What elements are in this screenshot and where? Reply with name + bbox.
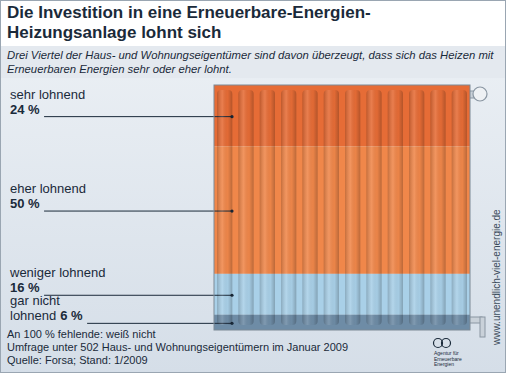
rib xyxy=(324,90,339,325)
logo-mark xyxy=(442,339,451,348)
radiator-ribs xyxy=(217,90,467,325)
note: Umfrage unter 502 Haus- und Wohnungseige… xyxy=(7,341,348,353)
pipe xyxy=(480,317,485,337)
rib xyxy=(430,90,445,325)
logo-text: Energien xyxy=(434,361,454,367)
header-band xyxy=(0,0,506,46)
category-label: sehr lohnend xyxy=(10,87,85,102)
data-label: 6 % xyxy=(60,308,83,323)
rib xyxy=(452,90,467,325)
rib xyxy=(238,90,253,325)
category-label: eher lohnend xyxy=(10,181,86,196)
rib xyxy=(217,90,232,325)
leader-line xyxy=(87,323,232,324)
note: An 100 % fehlende: weiß nicht xyxy=(7,328,156,340)
subtitle: Drei Viertel der Haus- und Wohnungseigen… xyxy=(7,49,494,75)
title: Die Investition in eine Erneuerbare-Ener… xyxy=(7,3,371,42)
category-label: gar nichtlohnend xyxy=(10,293,60,323)
valve xyxy=(473,87,487,101)
rib xyxy=(388,90,403,325)
background xyxy=(0,0,506,373)
rib xyxy=(345,90,360,325)
radiator-outline xyxy=(214,85,470,330)
bars xyxy=(214,85,470,330)
note: Quelle: Forsa; Stand: 1/2009 xyxy=(7,354,148,366)
side-text: www.unendlich-viel-energie.de xyxy=(491,209,502,346)
subtitle-band xyxy=(0,46,506,78)
frame xyxy=(1,1,506,373)
rib xyxy=(302,90,317,325)
rib xyxy=(281,90,296,325)
rib xyxy=(366,90,381,325)
leader-line xyxy=(44,116,232,117)
rib xyxy=(409,90,424,325)
data-label: 50 % xyxy=(10,196,40,211)
labels: sehr lohnend24 % eher lohnend50 % weniger … xyxy=(9,87,234,325)
leader-line xyxy=(44,211,232,212)
data-label: 24 % xyxy=(10,102,40,117)
category-label: weniger lohnend xyxy=(9,265,105,280)
leader-line xyxy=(44,295,232,296)
rib xyxy=(260,90,275,325)
chart: Die Investition in eine Erneuerbare-Ener… xyxy=(0,0,506,373)
